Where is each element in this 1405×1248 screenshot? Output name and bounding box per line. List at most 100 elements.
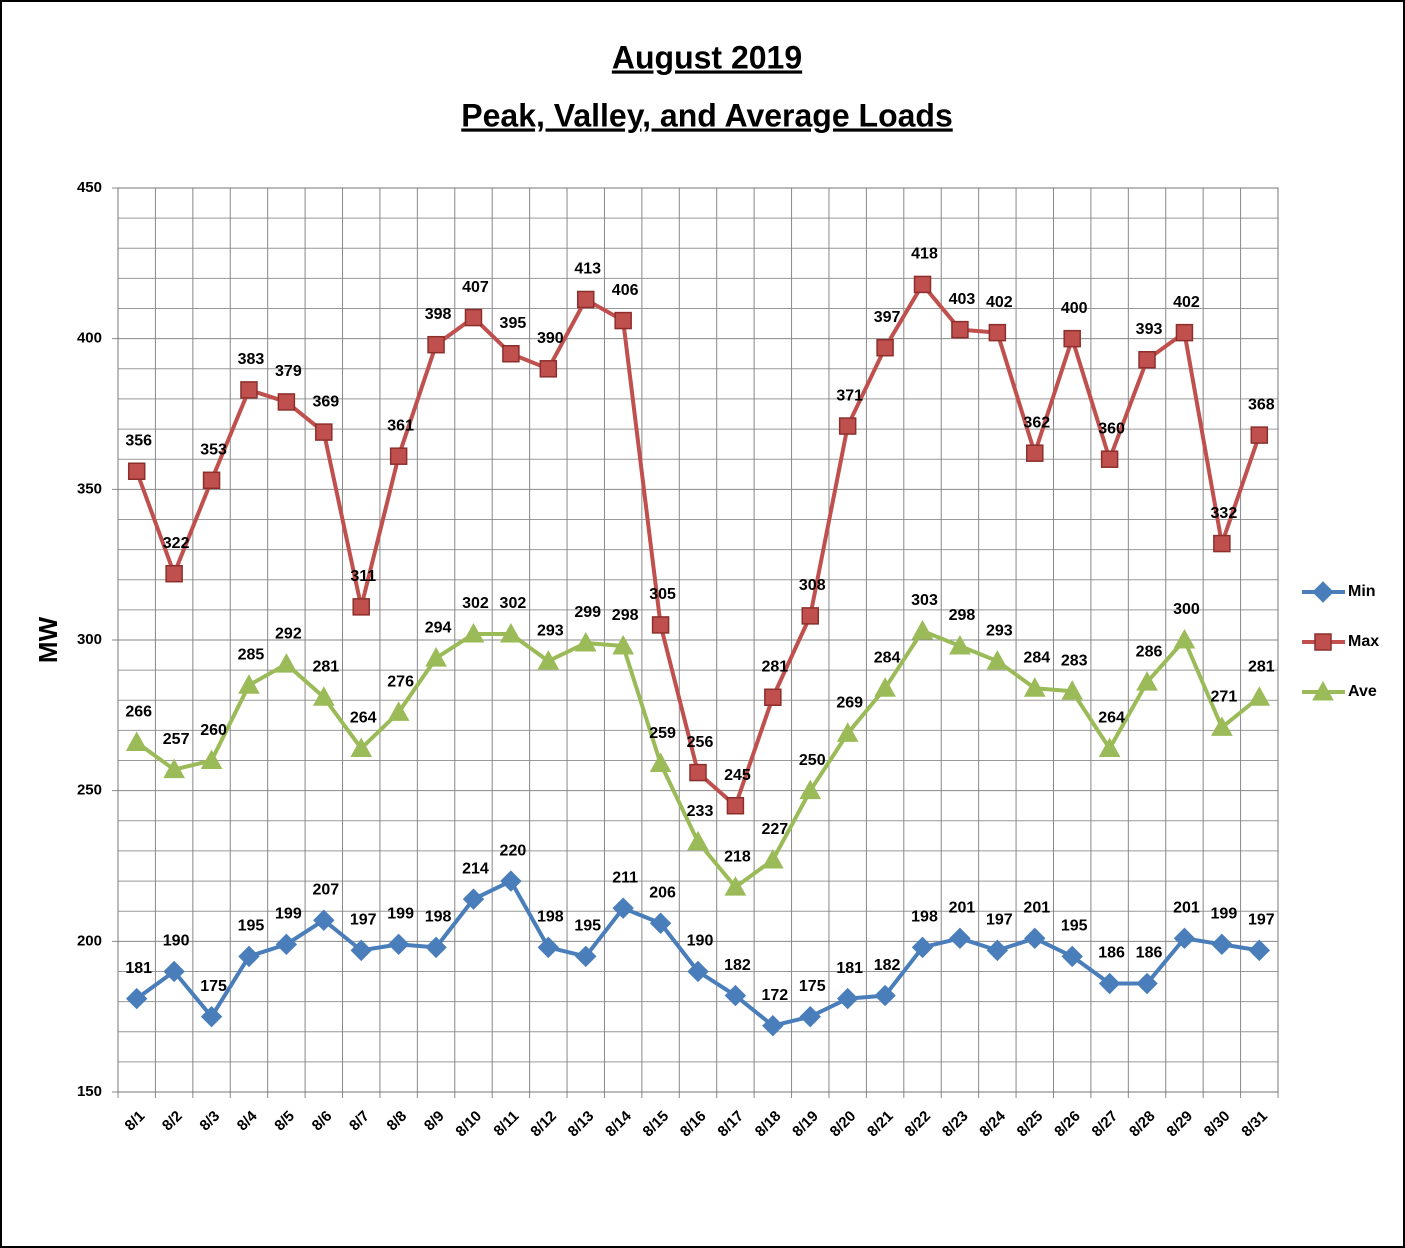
marker: [313, 909, 335, 931]
data-label: 298: [949, 607, 976, 624]
data-label: 281: [761, 658, 788, 675]
marker: [986, 650, 1009, 670]
data-label: 407: [462, 279, 489, 296]
data-label: 379: [275, 363, 302, 380]
marker: [537, 650, 560, 670]
marker: [539, 360, 558, 378]
marker: [462, 888, 485, 910]
y-tick-label: 400: [77, 330, 102, 347]
data-label: 397: [874, 309, 901, 326]
marker: [1211, 716, 1233, 736]
marker: [949, 634, 971, 655]
marker: [1312, 680, 1334, 701]
data-label: 199: [387, 906, 414, 923]
chart-subtitle: Peak, Valley, and Average Loads: [461, 97, 953, 133]
data-label: 186: [1136, 945, 1163, 962]
marker: [762, 1015, 784, 1037]
data-label: 207: [312, 881, 339, 898]
data-label: 369: [312, 393, 339, 410]
marker: [240, 381, 258, 399]
marker: [127, 462, 146, 481]
data-label: 402: [1173, 294, 1200, 311]
data-label: 199: [1211, 906, 1238, 923]
data-label: 186: [1098, 945, 1125, 962]
data-label: 418: [911, 246, 938, 263]
marker: [1248, 686, 1271, 706]
data-label: 264: [1098, 710, 1125, 727]
marker: [462, 622, 485, 643]
marker: [1061, 945, 1083, 968]
marker: [350, 939, 372, 962]
data-label: 402: [986, 294, 1013, 311]
data-label: 211: [612, 869, 638, 886]
data-label: 197: [986, 912, 1013, 929]
data-label: 195: [238, 918, 265, 935]
data-label: 286: [1136, 643, 1163, 660]
data-label: 293: [537, 622, 564, 639]
marker: [1248, 939, 1270, 962]
marker: [352, 598, 370, 616]
data-label: 195: [574, 918, 601, 935]
chart-title: August 2019: [612, 39, 802, 75]
marker: [949, 927, 971, 950]
data-label: 271: [1211, 689, 1238, 706]
legend-label: Min: [1348, 583, 1376, 600]
marker: [312, 686, 335, 706]
marker: [350, 737, 373, 757]
y-axis-label: MW: [33, 616, 63, 663]
plot-border: [117, 187, 1279, 1093]
data-label: 308: [799, 577, 826, 594]
marker: [801, 607, 820, 625]
data-label: 283: [1061, 652, 1088, 669]
data-label: 181: [836, 960, 863, 977]
data-label: 322: [163, 535, 190, 552]
data-label: 201: [1173, 900, 1200, 917]
marker: [913, 275, 932, 294]
marker: [649, 912, 672, 934]
data-label: 368: [1248, 396, 1275, 413]
data-label: 383: [238, 351, 265, 368]
marker: [1138, 351, 1156, 369]
data-label: 259: [649, 725, 676, 742]
data-label: 182: [874, 957, 901, 974]
marker: [576, 290, 595, 309]
marker: [238, 674, 260, 694]
marker: [911, 619, 934, 640]
data-label: 182: [724, 957, 751, 974]
marker: [126, 987, 148, 1010]
data-label: 198: [537, 909, 564, 926]
data-label: 362: [1023, 414, 1050, 431]
marker: [427, 335, 445, 354]
data-label: 181: [125, 960, 152, 977]
data-label: 390: [537, 330, 564, 347]
data-label: 190: [687, 933, 714, 950]
marker: [165, 564, 183, 583]
marker: [651, 616, 670, 634]
data-label: 303: [911, 592, 938, 609]
marker: [1098, 737, 1121, 757]
data-label: 201: [1023, 900, 1050, 917]
marker: [425, 936, 447, 959]
marker: [464, 308, 483, 327]
data-label: 172: [761, 987, 788, 1004]
data-label: 218: [724, 848, 751, 865]
marker: [202, 471, 221, 490]
marker: [612, 634, 635, 655]
marker: [1314, 633, 1332, 651]
y-tick-label: 300: [77, 631, 102, 648]
legend-label: Max: [1348, 633, 1379, 650]
marker: [500, 622, 522, 643]
marker: [387, 701, 410, 721]
marker: [649, 752, 672, 773]
data-label: 361: [387, 417, 414, 434]
marker: [1024, 927, 1046, 950]
marker: [275, 653, 298, 673]
marker: [612, 897, 634, 919]
data-label: 220: [500, 842, 527, 859]
data-label: 293: [986, 622, 1013, 639]
marker: [387, 933, 410, 956]
marker: [724, 876, 747, 896]
marker: [836, 722, 859, 742]
marker: [799, 779, 822, 800]
